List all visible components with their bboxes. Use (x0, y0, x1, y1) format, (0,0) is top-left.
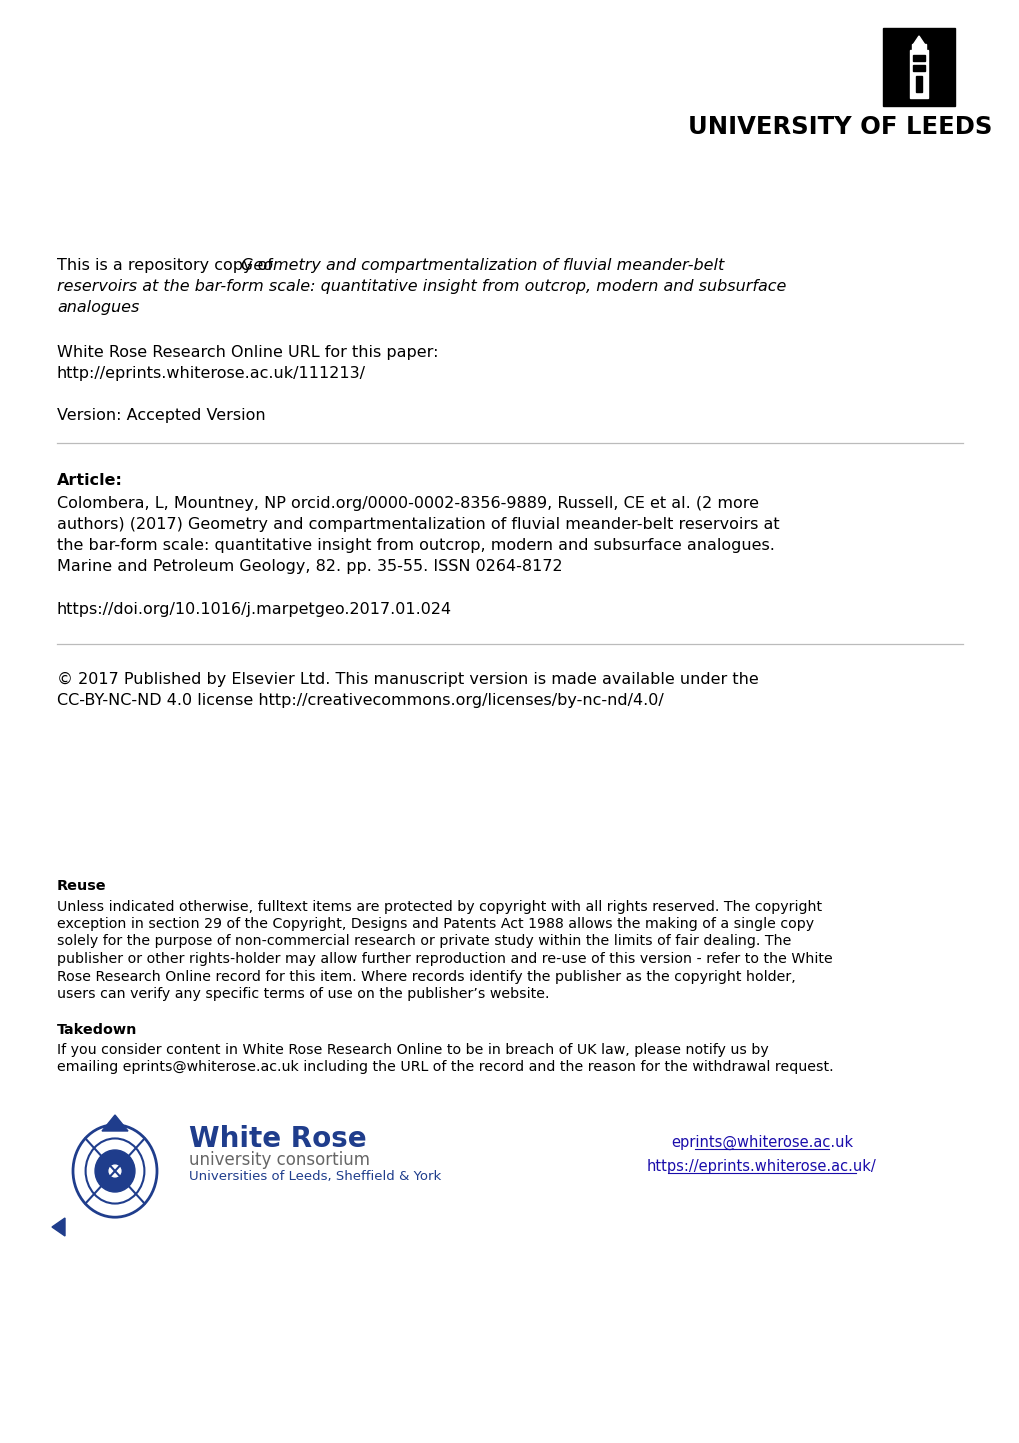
Text: users can verify any specific terms of use on the publisher’s website.: users can verify any specific terms of u… (57, 987, 549, 1001)
Text: Universities of Leeds, Sheffield & York: Universities of Leeds, Sheffield & York (189, 1170, 441, 1183)
Text: https://eprints.whiterose.ac.uk/: https://eprints.whiterose.ac.uk/ (646, 1159, 876, 1175)
Text: http://eprints.whiterose.ac.uk/111213/: http://eprints.whiterose.ac.uk/111213/ (57, 367, 366, 381)
Polygon shape (912, 36, 924, 45)
Text: Version: Accepted Version: Version: Accepted Version (57, 408, 265, 423)
Text: CC-BY-NC-ND 4.0 license http://creativecommons.org/licenses/by-nc-nd/4.0/: CC-BY-NC-ND 4.0 license http://creativec… (57, 693, 663, 709)
Text: White Rose Research Online URL for this paper:: White Rose Research Online URL for this … (57, 345, 438, 359)
Polygon shape (52, 1218, 65, 1237)
Text: Article:: Article: (57, 473, 122, 488)
Text: publisher or other rights-holder may allow further reproduction and re-use of th: publisher or other rights-holder may all… (57, 952, 832, 965)
Text: https://doi.org/10.1016/j.marpetgeo.2017.01.024: https://doi.org/10.1016/j.marpetgeo.2017… (57, 602, 451, 618)
Text: Unless indicated otherwise, fulltext items are protected by copyright with all r: Unless indicated otherwise, fulltext ite… (57, 899, 821, 913)
Text: exception in section 29 of the Copyright, Designs and Patents Act 1988 allows th: exception in section 29 of the Copyright… (57, 916, 813, 931)
Text: If you consider content in White Rose Research Online to be in breach of UK law,: If you consider content in White Rose Re… (57, 1043, 768, 1058)
Bar (915, 76, 921, 92)
Text: UNIVERSITY OF LEEDS: UNIVERSITY OF LEEDS (688, 115, 991, 139)
Ellipse shape (95, 1150, 135, 1192)
Text: White Rose: White Rose (189, 1126, 366, 1153)
Text: .: . (110, 300, 115, 315)
Text: Geometry and compartmentalization of fluvial meander-belt: Geometry and compartmentalization of flu… (240, 258, 723, 273)
Bar (912, 65, 924, 71)
Text: university consortium: university consortium (189, 1152, 370, 1169)
Polygon shape (102, 1115, 127, 1131)
Bar (912, 55, 924, 61)
Text: © 2017 Published by Elsevier Ltd. This manuscript version is made available unde: © 2017 Published by Elsevier Ltd. This m… (57, 672, 758, 687)
Bar (911, 43, 925, 52)
Text: Marine and Petroleum Geology, 82. pp. 35-55. ISSN 0264-8172: Marine and Petroleum Geology, 82. pp. 35… (57, 558, 562, 574)
Text: This is a repository copy of: This is a repository copy of (57, 258, 278, 273)
Text: eprints@whiterose.ac.uk: eprints@whiterose.ac.uk (671, 1136, 852, 1150)
Text: Colombera, L, Mountney, NP orcid.org/0000-0002-8356-9889, Russell, CE et al. (2 : Colombera, L, Mountney, NP orcid.org/000… (57, 496, 758, 511)
Bar (909, 51, 927, 98)
Text: Reuse: Reuse (57, 879, 107, 893)
Text: Rose Research Online record for this item. Where records identify the publisher : Rose Research Online record for this ite… (57, 970, 795, 984)
Text: authors) (2017) Geometry and compartmentalization of fluvial meander-belt reserv: authors) (2017) Geometry and compartment… (57, 517, 779, 532)
Text: reservoirs at the bar-form scale: quantitative insight from outcrop, modern and : reservoirs at the bar-form scale: quanti… (57, 278, 786, 294)
Text: Takedown: Takedown (57, 1023, 138, 1036)
Ellipse shape (109, 1165, 121, 1177)
Text: analogues: analogues (57, 300, 140, 315)
Bar (882, 27, 954, 105)
Text: solely for the purpose of non-commercial research or private study within the li: solely for the purpose of non-commercial… (57, 935, 791, 948)
Text: the bar-form scale: quantitative insight from outcrop, modern and subsurface ana: the bar-form scale: quantitative insight… (57, 538, 774, 553)
Text: emailing eprints@whiterose.ac.uk including the URL of the record and the reason : emailing eprints@whiterose.ac.uk includi… (57, 1061, 833, 1075)
